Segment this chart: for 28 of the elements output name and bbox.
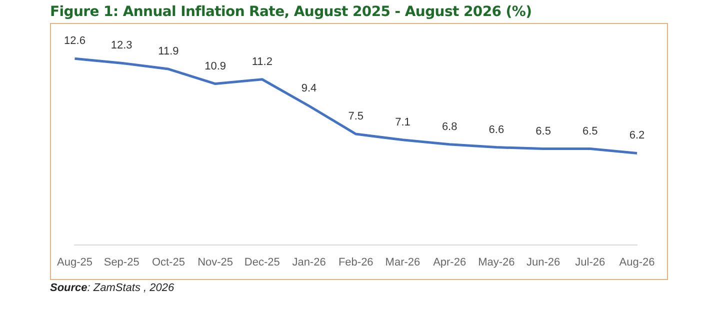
- x-tick-label: Jun-26: [526, 256, 560, 268]
- x-tick-label: Nov-25: [198, 256, 234, 268]
- data-label: 9.4: [301, 82, 317, 94]
- data-label: 6.2: [629, 130, 645, 142]
- x-tick-label: Oct-25: [152, 256, 185, 268]
- x-tick-label: Aug-25: [56, 256, 92, 268]
- data-label: 10.9: [204, 60, 226, 72]
- data-label: 11.2: [252, 56, 272, 68]
- data-label: 6.5: [582, 125, 598, 138]
- x-tick-label: Dec-25: [244, 256, 280, 268]
- x-tick-label: Aug-26: [619, 256, 655, 268]
- x-tick-label: Apr-26: [433, 256, 466, 268]
- data-label: 7.1: [395, 116, 410, 128]
- data-label: 11.9: [158, 46, 179, 58]
- x-tick-label: Feb-26: [338, 256, 374, 268]
- x-tick-label: Jul-26: [575, 256, 606, 268]
- data-label: 12.3: [110, 40, 132, 52]
- x-tick-label: Sep-25: [104, 256, 140, 268]
- x-tick-label: Mar-26: [385, 256, 420, 268]
- data-label: 6.6: [488, 124, 504, 136]
- chart-title: Figure 1: Annual Inflation Rate, August 2025 - August 2026 (%): [50, 4, 532, 20]
- data-label: 7.5: [348, 110, 364, 123]
- x-tick-label: Jan-26: [292, 256, 326, 268]
- data-label: 6.5: [536, 125, 551, 138]
- x-tick-label: May-26: [478, 256, 515, 268]
- data-label: 12.6: [64, 35, 86, 48]
- source-note: Source: ZamStats , 2026: [50, 282, 174, 294]
- data-label: 6.8: [442, 120, 458, 133]
